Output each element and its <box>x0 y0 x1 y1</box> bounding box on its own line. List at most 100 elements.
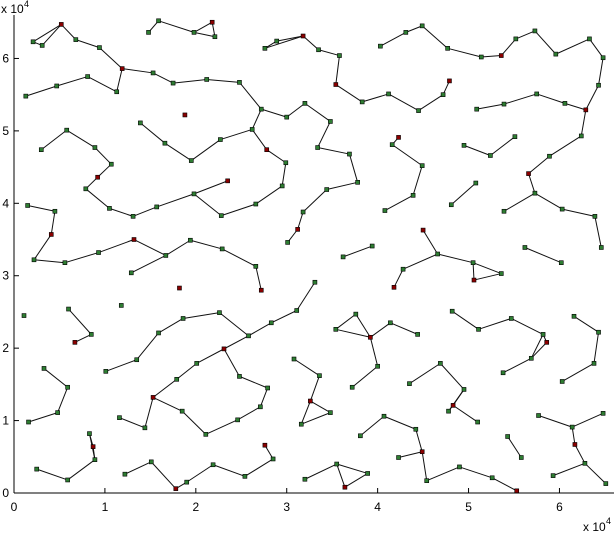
network-edge <box>593 332 600 364</box>
network-edge <box>530 342 548 359</box>
network-edge <box>67 459 96 481</box>
node-marker-green <box>446 408 451 414</box>
node-marker-green <box>317 373 322 378</box>
network-edge <box>310 400 331 414</box>
network-edge <box>150 461 177 489</box>
node-marker-red <box>225 178 230 184</box>
node-marker-green <box>180 316 186 321</box>
network-edge <box>193 31 216 38</box>
node-marker-green <box>355 180 360 185</box>
node-marker-green <box>498 271 504 276</box>
x-tick-label: 0 <box>11 500 18 514</box>
network-edge <box>384 194 414 211</box>
node-marker-green <box>108 161 114 167</box>
node-marker-green <box>532 190 538 196</box>
network-edge <box>421 25 448 49</box>
node-marker-green <box>284 114 290 120</box>
network-edge <box>74 333 92 343</box>
network-edge <box>28 412 58 423</box>
y-tick-label: 3 <box>2 269 9 283</box>
network-edge <box>478 317 512 330</box>
network-edge <box>248 322 272 337</box>
node-marker-green <box>96 250 101 255</box>
network-edge <box>98 239 135 254</box>
node-marker-green <box>381 413 387 419</box>
network-edge <box>297 211 304 230</box>
node-marker-green <box>337 53 342 58</box>
node-marker-green <box>218 137 223 142</box>
network-edge <box>221 248 257 267</box>
node-marker-green <box>532 28 538 34</box>
network-edge <box>351 365 378 388</box>
network-edge <box>451 310 479 330</box>
network-edge <box>515 30 536 40</box>
network-edge <box>173 78 207 84</box>
node-marker-green <box>582 461 588 466</box>
network-edge <box>561 362 595 382</box>
node-marker-green <box>324 187 330 192</box>
network-edge <box>33 234 52 261</box>
x-tick-label: 6 <box>556 500 563 514</box>
node-marker-green <box>138 120 143 126</box>
node-marker-green <box>150 70 156 76</box>
node-marker-green <box>416 108 421 113</box>
node-marker-green <box>270 456 276 462</box>
node-marker-green <box>328 119 333 124</box>
network-edge <box>276 35 304 42</box>
network-edge <box>360 415 385 437</box>
node-marker-green <box>587 36 592 42</box>
network-edge <box>447 47 482 58</box>
node-marker-green <box>130 214 136 219</box>
network-edge <box>158 318 184 334</box>
node-marker-green <box>558 260 564 265</box>
network-edge <box>57 387 69 413</box>
node-marker-green <box>23 93 29 99</box>
node-marker-green <box>375 363 380 369</box>
node-marker-green <box>279 183 285 189</box>
node-marker-red <box>498 53 504 58</box>
node-marker-green <box>512 134 518 139</box>
node-marker-red <box>262 442 268 448</box>
network-edge <box>99 47 123 69</box>
node-marker-green <box>559 379 565 384</box>
node-marker-green <box>410 193 416 198</box>
node-marker-green <box>571 313 577 319</box>
network-edge <box>326 181 358 191</box>
network-edge <box>398 451 423 458</box>
network-edge <box>481 55 502 58</box>
node-marker-green <box>448 202 454 208</box>
network-edge <box>348 153 359 183</box>
network-edge <box>335 328 371 338</box>
network-edge <box>212 464 246 477</box>
node-marker-green <box>41 366 47 371</box>
node-marker-green <box>578 133 584 139</box>
network-edge <box>136 332 159 361</box>
network-edge <box>259 387 269 407</box>
network-edge <box>437 253 474 264</box>
network-edge <box>255 266 262 291</box>
node-marker-red <box>72 340 78 345</box>
node-marker-green <box>500 370 506 376</box>
network-edge <box>335 55 340 85</box>
network-edge <box>140 122 166 144</box>
node-marker-green <box>547 153 552 159</box>
node-marker-green <box>302 476 308 482</box>
node-marker-green <box>64 127 70 133</box>
network-edge <box>190 139 221 161</box>
network-edge <box>25 85 57 97</box>
node-marker-green <box>358 433 363 439</box>
network-edge <box>490 136 516 156</box>
network-edge <box>439 363 465 390</box>
node-marker-red <box>209 19 215 25</box>
y-tick-label: 4 <box>2 196 9 210</box>
network-edge <box>302 189 328 213</box>
network-edge <box>370 322 391 338</box>
network-edge <box>239 82 262 110</box>
node-marker-red <box>342 484 348 490</box>
node-marker-green <box>596 329 601 335</box>
network-edge <box>476 103 505 110</box>
network-edge <box>409 362 441 385</box>
network-edge <box>555 38 590 55</box>
node-marker-green <box>413 426 419 432</box>
network-edge <box>158 20 195 33</box>
